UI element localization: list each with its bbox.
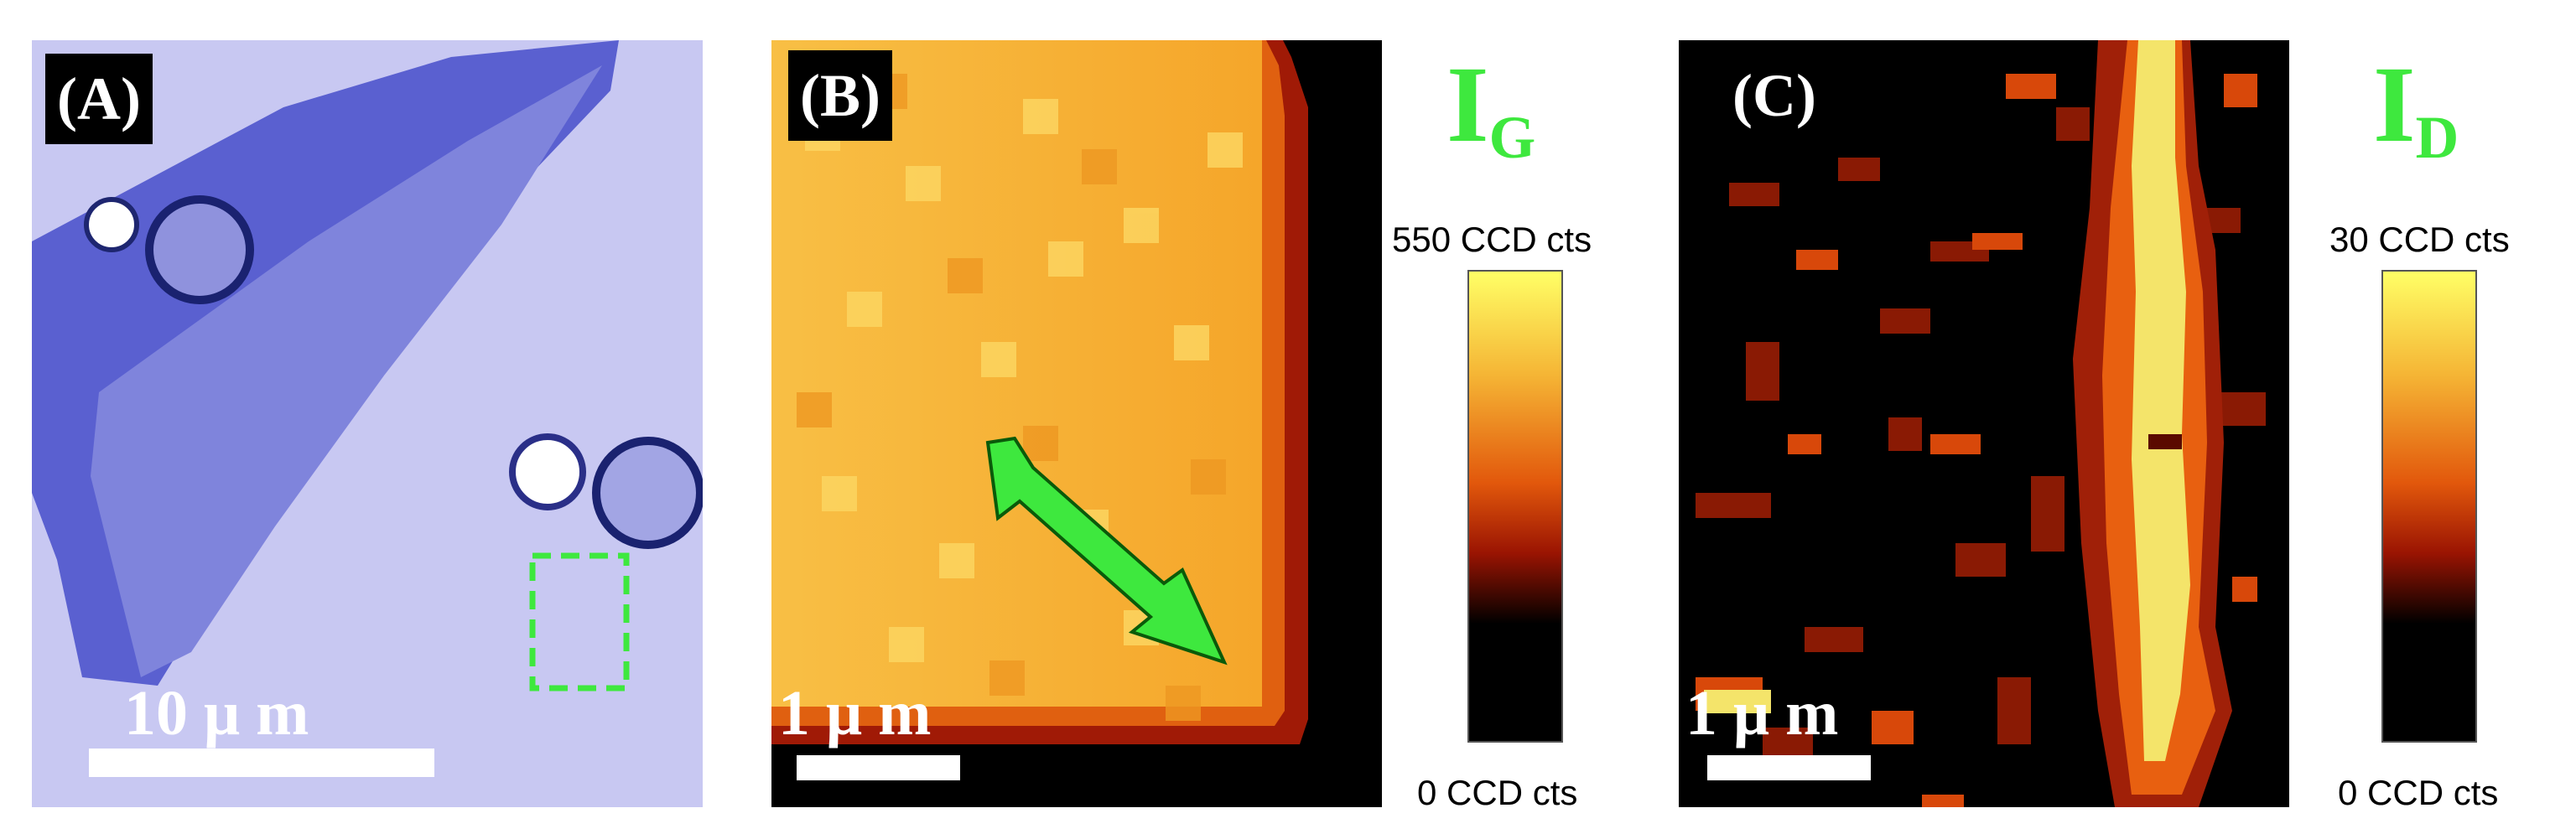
- corner-bright-spot: [1704, 690, 1771, 713]
- scalebar-a: [89, 749, 434, 777]
- optical-micrograph: [32, 40, 703, 807]
- bubble-white-1: [84, 197, 139, 252]
- bubble-ring-1: [145, 195, 254, 304]
- id-symbol-sub: D: [2415, 105, 2459, 172]
- ig-colorbar-min: 0 CCD cts: [1417, 773, 1578, 812]
- ig-map-panel: (B) 1 μ m: [771, 40, 1382, 807]
- bubble-ring-2: [592, 437, 703, 549]
- optical-image-panel: (A) 10 μ m: [32, 40, 703, 807]
- ig-intensity-map: [771, 40, 1382, 807]
- scalebar-b: [797, 755, 960, 780]
- scalebar-label-a: 10 μ m: [124, 678, 309, 749]
- id-intensity-map: [1679, 40, 2289, 807]
- ig-symbol-sub: G: [1488, 105, 1536, 172]
- id-colorbar-max: 30 CCD cts: [2329, 220, 2510, 259]
- id-symbol: ID: [2373, 46, 2459, 197]
- scalebar-label-b: 1 μ m: [778, 678, 932, 749]
- panel-label-b: (B): [788, 50, 892, 141]
- ig-symbol: IG: [1446, 46, 1535, 197]
- id-symbol-main: I: [2373, 44, 2416, 165]
- line-profile-arrow: [985, 436, 1228, 666]
- id-map-panel: (C) 1 μ m: [1679, 40, 2289, 807]
- bubble-white-2: [509, 433, 586, 510]
- graphene-flake-thin: [91, 65, 602, 677]
- id-colorbar: [2381, 270, 2477, 743]
- edge-defect-stripe: [2132, 40, 2190, 761]
- panel-label-a: (A): [45, 54, 153, 144]
- id-colorbar-min: 0 CCD cts: [2338, 773, 2499, 812]
- scalebar-label-c: 1 μ m: [1685, 678, 1839, 749]
- ig-colorbar-max: 550 CCD cts: [1392, 220, 1592, 259]
- scalebar-c: [1707, 755, 1871, 780]
- ig-symbol-main: I: [1446, 44, 1489, 165]
- region-of-interest-box: [529, 552, 630, 692]
- ig-colorbar: [1467, 270, 1563, 743]
- panel-label-c: (C): [1721, 50, 1828, 141]
